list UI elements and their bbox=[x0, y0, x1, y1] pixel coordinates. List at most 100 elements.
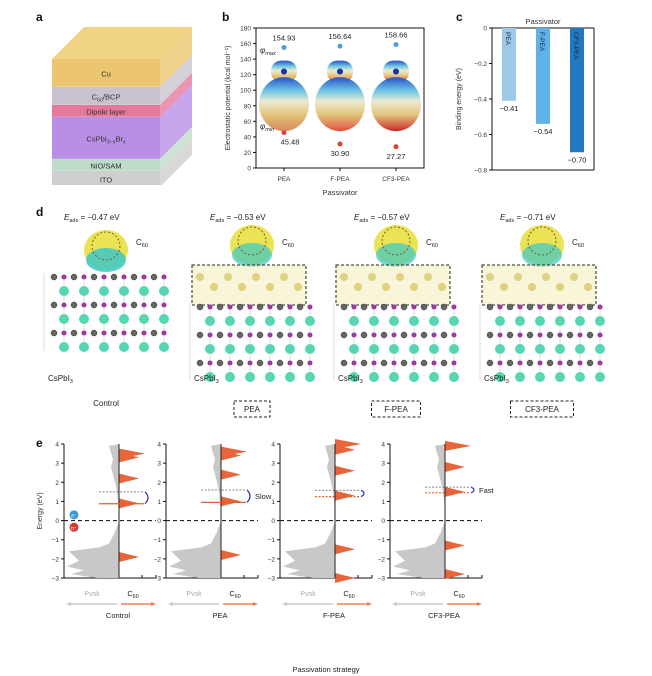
esp-molecule bbox=[259, 60, 309, 132]
passivator-molecule bbox=[410, 283, 418, 291]
c60-dos-peak bbox=[221, 550, 241, 561]
data-point bbox=[281, 44, 287, 50]
bar bbox=[502, 28, 516, 101]
y-tick-label: −2 bbox=[378, 556, 386, 563]
c60-dos-peak bbox=[119, 473, 139, 484]
c60-arrowhead bbox=[253, 602, 258, 606]
y-tick-label: 0 bbox=[483, 26, 487, 33]
passivator-layer bbox=[482, 265, 596, 305]
stack-layer-label: Dipole layer bbox=[86, 108, 126, 117]
passivator-molecule bbox=[528, 283, 536, 291]
stack-layer-side bbox=[160, 85, 192, 159]
c60-label: C60 bbox=[572, 238, 584, 249]
passivator-molecule bbox=[252, 273, 260, 281]
stack-layer-label: Cu bbox=[101, 70, 111, 79]
transfer-rate-label: Fast bbox=[479, 486, 495, 495]
passivator-molecule bbox=[424, 273, 432, 281]
pb-atom bbox=[566, 359, 574, 367]
pb-atom bbox=[380, 331, 388, 339]
dos-subplot-cf3-pea: −3 −2 −1 0 1 2 3 4 Fast Pvsk C60 CF3-PEA bbox=[378, 440, 495, 620]
pb-atom bbox=[566, 303, 574, 311]
pb-atom bbox=[546, 303, 554, 311]
y-tick-label: 20 bbox=[244, 150, 252, 157]
stack-layer bbox=[52, 159, 160, 171]
pb-atom bbox=[340, 303, 348, 311]
bar-value-label: −0.41 bbox=[500, 104, 519, 113]
pb-atom bbox=[526, 359, 534, 367]
pb-atom bbox=[216, 359, 224, 367]
data-label: 45.48 bbox=[281, 138, 300, 147]
c60-dos-peak bbox=[221, 496, 241, 507]
pb-atom bbox=[440, 303, 448, 311]
y-tick-label: 0 bbox=[157, 518, 161, 525]
y-tick-label: 160 bbox=[240, 41, 251, 48]
pb-atom bbox=[150, 329, 158, 337]
pb-atom bbox=[90, 329, 98, 337]
y-tick-label: 4 bbox=[55, 442, 59, 449]
substrate-label: CsPbI3 bbox=[484, 374, 509, 385]
stack-layer-side bbox=[160, 73, 192, 117]
passivator-molecule bbox=[280, 273, 288, 281]
panel-d-label: d bbox=[36, 205, 44, 219]
hole-icon bbox=[69, 522, 79, 532]
transfer-bracket bbox=[246, 489, 251, 503]
pvsk-label: Pvsk bbox=[186, 591, 202, 598]
eads-label: Eads = −0.71 eV bbox=[500, 213, 556, 224]
data-point bbox=[337, 141, 343, 147]
transfer-rate-label: Slow bbox=[255, 492, 272, 501]
data-label: 156.64 bbox=[329, 32, 352, 41]
pb-atom bbox=[506, 359, 514, 367]
passivator-molecule bbox=[294, 283, 302, 291]
passivator-molecule bbox=[570, 273, 578, 281]
pvsk-dos-area bbox=[67, 444, 119, 578]
passivator-molecule bbox=[486, 273, 494, 281]
hole-label: h⁺ bbox=[71, 526, 77, 532]
pb-atom bbox=[256, 359, 264, 367]
substrate-label: CsPbI3 bbox=[48, 374, 73, 385]
c60-label: C60 bbox=[426, 238, 438, 249]
stack-layer bbox=[52, 87, 160, 105]
pb-atom bbox=[90, 273, 98, 281]
pb-atom bbox=[586, 331, 594, 339]
pb-atom bbox=[420, 331, 428, 339]
subplot-caption: CF3-PEA bbox=[428, 611, 460, 620]
dos-charts: −3 −2 −1 0 1 2 3 4 Pvsk C60 Control −3 −2 −1 0 1 2 3 4 Slow… bbox=[37, 439, 495, 674]
y-tick-label: −1 bbox=[268, 537, 276, 544]
nitrogen-atom bbox=[281, 68, 287, 75]
y-tick-label: −0.4 bbox=[474, 97, 487, 104]
stack-layer-side bbox=[160, 127, 192, 171]
pvsk-arrowhead bbox=[282, 602, 287, 606]
pb-atom bbox=[400, 359, 408, 367]
pvsk-dos-area bbox=[283, 444, 335, 578]
electron-label: e⁻ bbox=[71, 513, 77, 519]
pvsk-dos-area bbox=[393, 444, 445, 578]
pb-atom bbox=[360, 303, 368, 311]
pb-atom bbox=[586, 359, 594, 367]
data-label: 154.93 bbox=[273, 33, 296, 42]
pvsk-dos-area bbox=[169, 444, 221, 578]
esp-body bbox=[259, 77, 309, 132]
y-tick-label: −2 bbox=[154, 556, 162, 563]
c60-dos-peak bbox=[335, 444, 355, 455]
passivator-molecule bbox=[584, 283, 592, 291]
y-tick-label: −3 bbox=[154, 576, 162, 583]
y-tick-label: 1 bbox=[157, 499, 161, 506]
stack-layer bbox=[52, 171, 160, 185]
passivator-molecule bbox=[368, 273, 376, 281]
c60-dos-peak bbox=[445, 461, 465, 472]
passivator-molecule bbox=[396, 273, 404, 281]
x-axis-label: Passivation strategy bbox=[292, 665, 359, 674]
dos-subplot-f-pea: −3 −2 −1 0 1 2 3 4 Pvsk C60 F-PEA bbox=[268, 439, 373, 620]
x-tick-label: PEA bbox=[277, 176, 291, 183]
eads-label: Eads = −0.57 eV bbox=[354, 213, 410, 224]
y-tick-label: 4 bbox=[381, 442, 385, 449]
pb-atom bbox=[196, 331, 204, 339]
c60-dos-peak bbox=[119, 551, 139, 562]
structure-caption: PEA bbox=[244, 405, 261, 414]
pb-atom bbox=[276, 331, 284, 339]
pvsk-arrowhead bbox=[66, 602, 71, 606]
dos-subplot-control: −3 −2 −1 0 1 2 3 4 Pvsk C60 Control bbox=[52, 442, 157, 620]
y-tick-label: −2 bbox=[268, 556, 276, 563]
y-tick-label: 2 bbox=[271, 480, 275, 487]
pb-atom bbox=[130, 301, 138, 309]
